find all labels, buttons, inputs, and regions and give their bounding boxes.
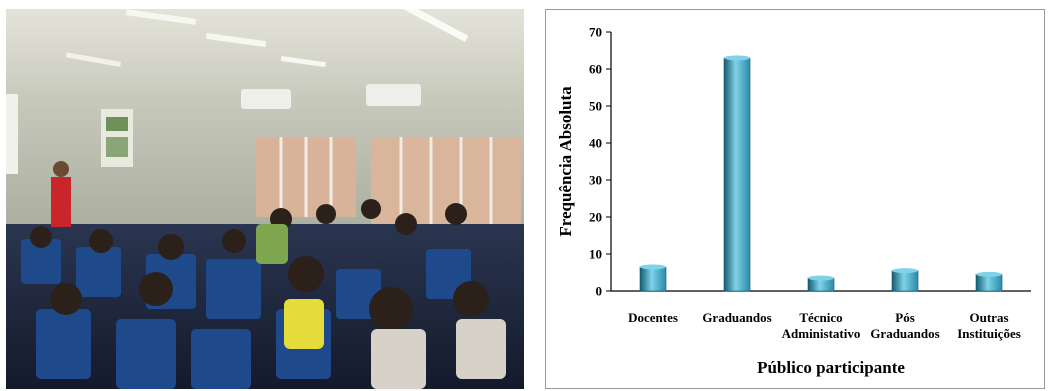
bar-3 <box>892 271 918 291</box>
x-category-label-line: Administativo <box>782 326 861 341</box>
bar-cap-2 <box>808 276 834 281</box>
x-category-labels: Docentes Graduandos Técnico Administativo Pó… <box>628 310 1021 341</box>
chart-axes <box>611 32 1031 291</box>
x-category-label-line: Graduandos <box>702 310 771 325</box>
bar-cap-4 <box>976 272 1002 277</box>
y-tick-label: 40 <box>589 136 602 151</box>
x-category-label-line: Pós <box>895 310 915 325</box>
x-category-label: Pós Graduandos <box>870 310 939 341</box>
bar-0 <box>640 267 666 291</box>
x-category-label-line: Outras <box>970 310 1009 325</box>
bar-cap-0 <box>640 264 666 269</box>
classroom-photo-drawing <box>6 9 524 389</box>
y-axis-title: Frequência Absoluta <box>556 86 575 237</box>
y-tick-label: 20 <box>589 210 602 225</box>
x-category-label-line: Graduandos <box>870 326 939 341</box>
y-tick-label: 50 <box>589 99 602 114</box>
x-category-label: Graduandos <box>702 310 771 325</box>
x-axis-title: Público participante <box>757 358 905 377</box>
y-tick-label: 30 <box>589 173 602 188</box>
y-tick-label: 60 <box>589 62 602 77</box>
bar-chart-panel: 0 10 20 30 40 50 60 70 Docentes Graduandos Técnic… <box>545 9 1045 389</box>
bar-cap-3 <box>892 268 918 273</box>
x-category-label-line: Instituições <box>957 326 1021 341</box>
x-category-label: Outras Instituições <box>957 310 1021 341</box>
x-category-label-line: Docentes <box>628 310 678 325</box>
y-tick-label: 0 <box>596 284 603 299</box>
bars <box>640 55 1002 291</box>
bar-cap-1 <box>724 55 750 60</box>
bar-chart: 0 10 20 30 40 50 60 70 Docentes Graduandos Técnic… <box>546 10 1044 388</box>
y-ticks: 0 10 20 30 40 50 60 70 <box>589 25 611 299</box>
classroom-photo <box>6 9 524 389</box>
y-tick-label: 70 <box>589 25 602 40</box>
x-category-label-line: Técnico <box>799 310 842 325</box>
x-category-label: Técnico Administativo <box>782 310 861 341</box>
y-tick-label: 10 <box>589 247 602 262</box>
bar-1 <box>724 58 750 291</box>
x-category-label: Docentes <box>628 310 678 325</box>
